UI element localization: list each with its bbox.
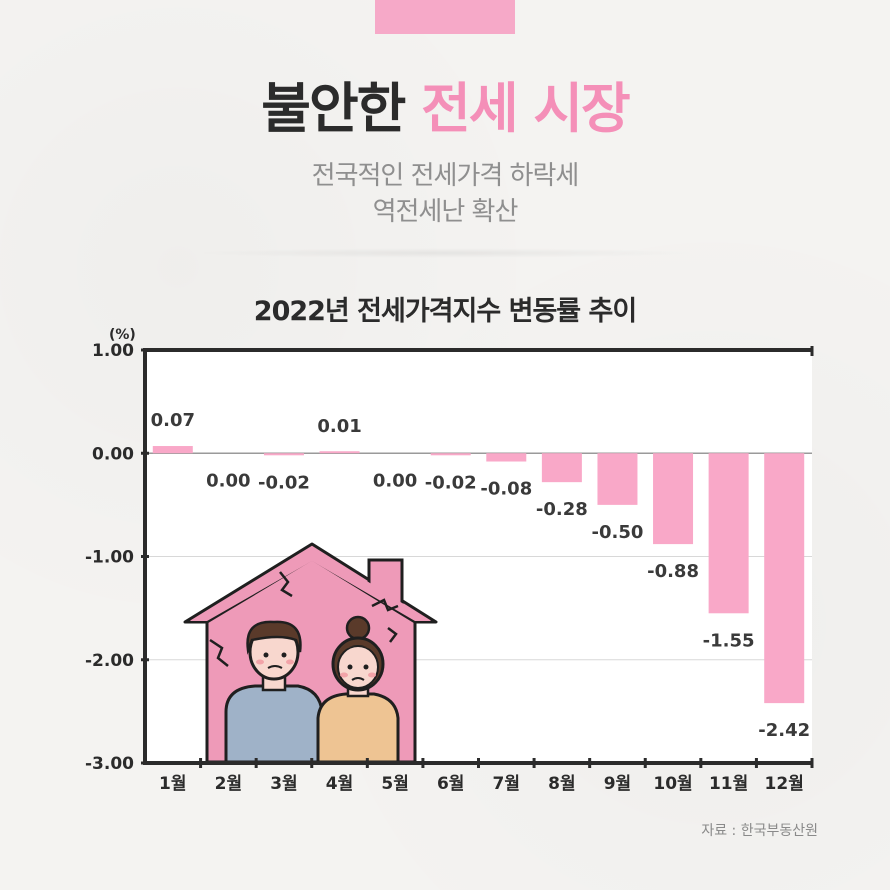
bar [430,453,471,456]
value-label: -0.28 [536,499,588,520]
wall-crack-icon [387,627,398,643]
x-tick-label: 9월 [604,774,631,794]
bar [541,453,582,483]
y-tick-label: 1.00 [92,341,134,361]
page-title: 불안한 전세 시장 [0,74,890,144]
value-label: -1.55 [703,630,755,651]
x-tick-label: 8월 [548,774,575,794]
y-ticks: 1.00 0.00 -1.00 -2.00 -3.00 [85,341,149,774]
x-tick-label: 1월 [159,774,186,794]
value-label: 0.00 [373,470,417,491]
value-labels: 0.070.00 -0.020.010.00 -0.02 -0.08-0.28-0.5… [151,410,811,741]
x-tick-label: 11월 [709,774,748,794]
wall-crack-icon [371,598,399,612]
title-dark-part: 불안한 [261,77,406,140]
subtitle-line-1: 전국적인 전세가격 하락세 [311,161,580,191]
bar [263,453,304,456]
x-tick-label: 3월 [270,774,297,794]
bar [653,453,694,545]
house-couple-icon [183,542,438,764]
divider [190,248,700,258]
house-roof-fill [190,547,431,621]
wall-crack-icon [209,638,229,667]
y-tick-label: -3.00 [85,754,134,774]
y-axis-unit: (%) [109,327,136,343]
subtitle-line-2: 역전세난 확산 [372,197,519,227]
y-tick-label: -1.00 [85,548,134,568]
top-accent-tab [375,0,515,34]
value-label: -0.02 [258,472,310,493]
x-tick-label: 2월 [215,774,242,794]
bar [486,453,527,462]
bar [764,453,805,704]
woman-figure-icon [316,615,400,764]
x-tick-label: 4월 [326,774,353,794]
value-label: -2.42 [758,720,810,741]
bar [597,453,638,505]
value-label: 0.00 [206,470,250,491]
subtitle: 전국적인 전세가격 하락세 역전세난 확산 [0,158,890,230]
x-tick-label: 7월 [493,774,520,794]
value-label: -0.50 [592,522,644,543]
y-tick-label: 0.00 [92,444,134,464]
x-ticks: 1월 2월 3월 4월 5월 6월 7월 8월 9월 10월 11월 12월 [159,346,814,794]
x-tick-label: 12월 [765,774,804,794]
x-tick-label: 5월 [381,774,408,794]
man-figure-icon [224,620,324,764]
value-label: -0.08 [480,479,532,500]
chart-title: 2022년 전세가격지수 변동률 추이 [253,296,637,327]
bar [708,453,749,614]
value-label: -0.88 [647,561,699,582]
y-tick-label: -2.00 [85,651,134,671]
bars [152,446,805,704]
x-tick-label: 10월 [653,774,692,794]
bar [152,446,193,454]
value-label: 0.01 [317,416,361,437]
title-pink-part: 전세 시장 [421,77,631,140]
source-note: 자료 : 한국부동산원 [701,823,818,839]
value-label: 0.07 [151,410,195,431]
value-label: -0.02 [425,472,477,493]
wall-crack-icon [279,571,293,598]
x-tick-label: 6월 [437,774,464,794]
bar [319,451,360,454]
